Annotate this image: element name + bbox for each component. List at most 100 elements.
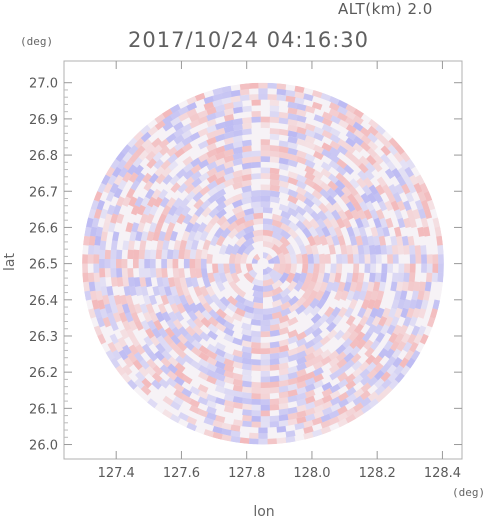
echo-cell	[380, 272, 388, 283]
echo-cell	[400, 151, 411, 163]
echo-cell	[243, 299, 255, 308]
echo-cell	[214, 354, 226, 364]
echo-cell	[397, 244, 405, 255]
echo-cell	[232, 355, 243, 364]
echo-cell	[216, 215, 228, 227]
echo-cell	[321, 400, 333, 410]
x-tick-label: 127.8	[228, 466, 265, 481]
echo-cell	[94, 235, 102, 246]
echo-cell	[317, 210, 328, 222]
echo-cell	[242, 122, 252, 130]
echo-cell	[296, 132, 307, 141]
echo-cell	[149, 258, 156, 269]
echo-cell	[372, 355, 383, 366]
echo-cell	[174, 147, 186, 158]
echo-cell	[134, 138, 145, 149]
echo-cell	[164, 230, 173, 242]
echo-cell	[241, 351, 252, 359]
echo-cell	[121, 372, 132, 384]
echo-cell	[186, 102, 198, 112]
echo-cell	[367, 140, 379, 151]
echo-cell	[173, 134, 185, 145]
echo-cell	[269, 404, 280, 411]
echo-cell	[231, 199, 243, 209]
echo-cell	[355, 331, 366, 342]
echo-cell	[278, 362, 289, 370]
echo-cell	[189, 302, 199, 314]
echo-cell	[116, 268, 123, 278]
echo-cell	[342, 217, 352, 229]
echo-cell	[251, 410, 261, 417]
echo-cell	[313, 410, 325, 419]
echo-cell	[279, 287, 291, 298]
echo-cell	[407, 182, 417, 194]
echo-cell	[206, 393, 217, 403]
echo-cell	[296, 138, 307, 147]
echo-cell	[304, 346, 316, 356]
echo-cell	[278, 140, 289, 148]
echo-cell	[110, 258, 117, 269]
echo-cell	[186, 108, 198, 118]
echo-cell	[352, 226, 361, 237]
echo-cell	[179, 277, 188, 288]
echo-cell	[366, 154, 377, 166]
echo-cell	[263, 307, 273, 315]
echo-cell	[278, 356, 289, 365]
echo-cell	[260, 325, 271, 332]
echo-cell	[215, 201, 227, 212]
echo-cell	[232, 146, 243, 155]
echo-cell	[236, 243, 248, 255]
echo-cell	[110, 249, 117, 260]
echo-cell	[360, 141, 371, 152]
y-tick-label: 26.3	[29, 330, 58, 345]
echo-cell	[345, 315, 356, 326]
echo-cell	[260, 156, 271, 163]
echo-cell	[269, 179, 280, 187]
echo-cell	[198, 152, 209, 163]
echo-cell	[198, 364, 209, 375]
echo-cell	[362, 184, 372, 196]
echo-cell	[227, 228, 239, 239]
echo-cell	[304, 358, 316, 368]
echo-cell	[269, 150, 280, 158]
echo-cell	[93, 208, 102, 219]
echo-cell	[168, 311, 178, 323]
echo-cell	[351, 360, 363, 371]
echo-cell	[229, 263, 237, 275]
echo-cell	[158, 230, 167, 242]
echo-cell	[140, 385, 152, 396]
echo-cell	[307, 235, 317, 247]
echo-cell	[90, 199, 100, 211]
echo-cell	[352, 201, 363, 212]
echo-cell	[287, 406, 298, 415]
echo-cell	[378, 200, 388, 212]
echo-cell	[269, 387, 280, 394]
echo-cell	[345, 244, 353, 255]
echo-cell	[296, 344, 307, 354]
echo-cell	[372, 281, 381, 292]
echo-cell	[146, 358, 157, 370]
echo-cell	[287, 412, 298, 420]
echo-cell	[123, 159, 134, 171]
echo-cell	[379, 217, 388, 229]
echo-cell	[252, 229, 263, 237]
echo-cell	[258, 82, 268, 89]
echo-cell	[243, 305, 255, 314]
echo-cell	[189, 386, 201, 396]
echo-cell	[260, 393, 271, 400]
echo-cell	[230, 430, 241, 438]
echo-cell	[375, 124, 386, 136]
echo-cell	[150, 268, 157, 278]
echo-cell	[184, 183, 196, 195]
echo-cell	[122, 320, 132, 332]
echo-cell	[206, 148, 218, 158]
echo-cell	[202, 239, 211, 251]
echo-cell	[402, 316, 412, 327]
echo-cell	[394, 372, 405, 384]
echo-cell	[223, 102, 235, 110]
echo-cell	[420, 199, 430, 211]
echo-cell	[170, 110, 181, 120]
echo-cell	[88, 235, 96, 246]
echo-cell	[167, 363, 178, 374]
echo-cell	[206, 363, 218, 373]
